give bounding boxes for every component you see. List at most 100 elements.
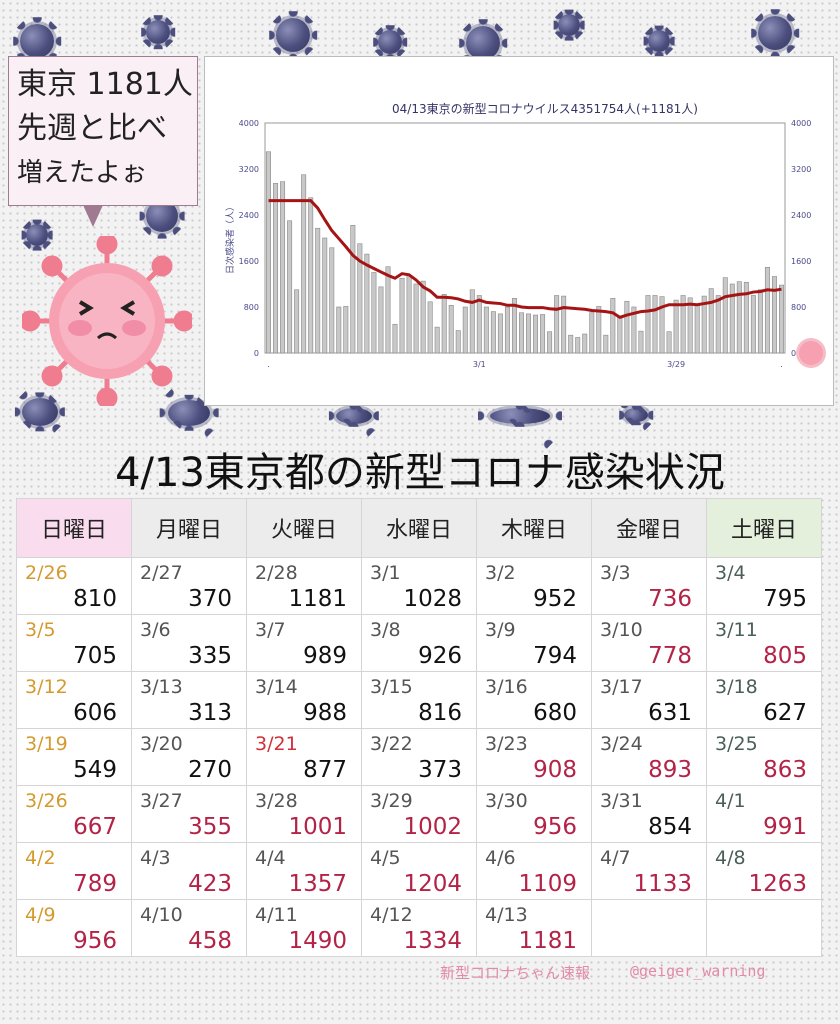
y-tick-label-left: 4000 [239, 119, 259, 128]
y-tick-label-left: 1600 [239, 257, 259, 266]
calendar-day-cell: 4/10 458 [131, 899, 247, 957]
calendar-day-cell: 2/26 810 [16, 557, 132, 615]
y-tick-label-left: 800 [244, 303, 259, 312]
speech-line-1: 東京 1181人 [17, 67, 193, 102]
daily-bar [771, 276, 777, 354]
day-case-count: 667 [73, 814, 117, 840]
calendar-table: 日曜日 月曜日 火曜日 水曜日 木曜日 金曜日 土曜日 2/26 810 2/27 370 2/28… [16, 498, 822, 957]
day-date: 2/28 [255, 562, 298, 584]
speech-bubble: 東京 1181人 先週と比べ 増えたよぉ [8, 56, 198, 227]
day-case-count: 956 [73, 928, 117, 954]
day-date: 3/20 [140, 733, 183, 755]
daily-bar [287, 220, 293, 354]
daily-bar [631, 306, 637, 354]
day-date: 3/21 [255, 733, 298, 755]
day-case-count: 1357 [288, 871, 347, 897]
virus-decoration [466, 26, 500, 60]
virus-decoration [624, 408, 648, 422]
calendar-day-cell: 4/13 1181 [476, 899, 592, 957]
daily-bar [547, 331, 553, 354]
day-date: 3/5 [25, 619, 56, 641]
calendar-day-cell: 4/12 1334 [361, 899, 477, 957]
day-date: 4/2 [25, 847, 56, 869]
daily-bar [645, 295, 651, 354]
day-date: 3/14 [255, 676, 298, 698]
daily-bar [694, 303, 700, 354]
calendar-day-cell: 3/7 989 [246, 614, 362, 672]
day-case-count: 549 [73, 757, 117, 783]
calendar-day-cell: 4/2 789 [16, 842, 132, 900]
daily-bar [448, 304, 454, 354]
day-case-count: 795 [763, 586, 807, 612]
calendar-day-cell: 3/27 355 [131, 785, 247, 843]
day-case-count: 1001 [288, 814, 347, 840]
day-date: 3/18 [715, 676, 758, 698]
footer-brand: 新型コロナちゃん速報 [440, 964, 591, 982]
calendar-day-cell: 3/9 794 [476, 614, 592, 672]
daily-bar [357, 243, 363, 354]
daily-bar [687, 297, 693, 354]
calendar-day-cell: 3/31 854 [591, 785, 707, 843]
weekday-header: 金曜日 [591, 498, 707, 558]
day-date: 3/22 [370, 733, 413, 755]
day-case-count: 1181 [288, 586, 347, 612]
daily-bar [764, 267, 770, 354]
daily-bar [701, 295, 707, 354]
calendar-day-cell: 3/18 627 [706, 671, 822, 729]
daily-bar [540, 314, 546, 354]
chart-title: 04/13東京の新型コロナウイルス4351754人(+1181人) [392, 101, 698, 116]
day-case-count: 335 [188, 643, 232, 669]
day-case-count: 1181 [518, 928, 577, 954]
calendar-day-cell: 3/15 816 [361, 671, 477, 729]
y-tick-label-right: 3200 [791, 165, 811, 174]
daily-bar [743, 281, 749, 354]
calendar-week-row: 3/19 549 3/20 270 3/21 877 3/22 373 3/23 908 3/24 8… [16, 728, 822, 786]
calendar-day-cell: 3/30 956 [476, 785, 592, 843]
day-case-count: 313 [188, 700, 232, 726]
day-case-count: 423 [188, 871, 232, 897]
daily-bar [322, 237, 328, 354]
day-case-count: 1334 [403, 928, 462, 954]
daily-bar [722, 277, 728, 354]
day-case-count: 952 [533, 586, 577, 612]
day-date: 4/9 [25, 904, 56, 926]
calendar-week-row: 3/5 705 3/6 335 3/7 989 3/8 926 3/9 794 3/10 778 3/1… [16, 614, 822, 672]
day-case-count: 736 [648, 586, 692, 612]
calendar-day-cell: 3/4 795 [706, 557, 822, 615]
day-date: 4/7 [600, 847, 631, 869]
plot-frame [264, 122, 786, 354]
daily-bar [266, 151, 271, 354]
virus-decoration [558, 14, 580, 36]
y-tick-label-left: 2400 [239, 211, 259, 220]
daily-bar [294, 289, 300, 354]
day-date: 4/8 [715, 847, 746, 869]
day-date: 3/2 [485, 562, 516, 584]
daily-bar [420, 280, 426, 354]
daily-bar [455, 330, 461, 354]
calendar-week-row: 2/26 810 2/27 370 2/28 1181 3/1 1028 3/2 952 3/3 73… [16, 557, 822, 615]
y-tick-label-left: 3200 [239, 165, 259, 174]
daily-cases-chart: 04/13東京の新型コロナウイルス4351754人(+1181人) 日次感染者（… [224, 101, 811, 369]
day-case-count: 270 [188, 757, 232, 783]
calendar-day-cell: 2/27 370 [131, 557, 247, 615]
weekday-header: 土曜日 [706, 498, 822, 558]
day-date: 3/28 [255, 790, 298, 812]
virus-decoration [146, 20, 170, 44]
daily-bar [779, 284, 784, 354]
daily-bar [582, 333, 588, 354]
calendar-day-cell: 3/2 952 [476, 557, 592, 615]
daily-bar [469, 289, 475, 354]
daily-bar [483, 306, 489, 354]
page-title: 4/13東京都の新型コロナ感染状況 [115, 450, 725, 496]
day-date: 3/3 [600, 562, 631, 584]
calendar-day-cell [706, 899, 822, 957]
calendar-week-row: 3/26 667 3/27 355 3/28 1001 3/29 1002 3/30 956 3/3… [16, 785, 822, 843]
calendar-day-cell: 3/29 1002 [361, 785, 477, 843]
x-tick-label: 3/29 [667, 360, 685, 369]
weekday-header: 火曜日 [246, 498, 362, 558]
x-tick-label: . [780, 360, 783, 369]
virus-decoration [22, 398, 58, 426]
calendar-day-cell: 4/3 423 [131, 842, 247, 900]
calendar-day-cell: 4/6 1109 [476, 842, 592, 900]
day-case-count: 458 [188, 928, 232, 954]
